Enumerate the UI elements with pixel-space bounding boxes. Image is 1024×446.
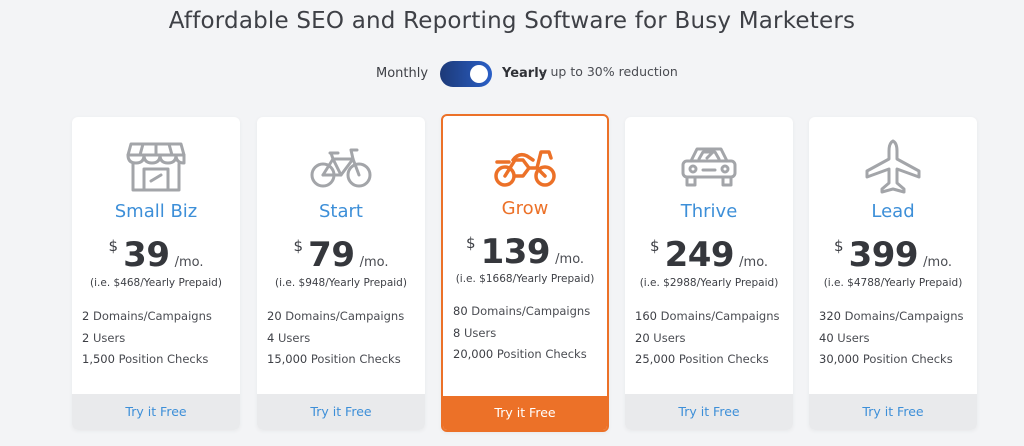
plan-price: $ 399 /mo. [809,235,977,275]
feature-list: 2 Domains/Campaigns 2 Users 1,500 Positi… [82,306,212,371]
toggle-knob [470,65,488,83]
feature-domains: 160 Domains/Campaigns [635,309,780,323]
plan-card-grow: Grow $ 139 /mo. (i.e. $1668/Yearly Prepa… [441,114,609,432]
price-period: /mo. [739,255,769,270]
monthly-label[interactable]: Monthly [376,66,429,81]
try-it-free-button[interactable]: Try it Free [625,394,793,430]
price-period: /mo. [359,255,389,270]
reduction-note: - up to 30% reduction [542,64,678,79]
feature-users: 40 Users [819,330,870,345]
prepaid-note: (i.e. $468/Yearly Prepaid) [90,277,222,289]
feature-list: 320 Domains/Campaigns 40 Users 30,000 Po… [819,306,964,371]
currency-symbol: $ [293,237,304,255]
feature-list: 160 Domains/Campaigns 20 Users 25,000 Po… [635,306,780,371]
feature-list: 80 Domains/Campaigns 8 Users 20,000 Posi… [453,301,590,366]
plan-card-lead: Lead $ 399 /mo. (i.e. $4788/Yearly Prepa… [809,117,977,430]
plan-price: $ 79 /mo. [257,235,425,275]
try-it-free-button[interactable]: Try it Free [257,394,425,430]
price-amount: 139 [480,232,551,272]
feature-domains: 320 Domains/Campaigns [819,309,964,323]
feature-users: 2 Users [82,330,126,345]
feature-domains: 2 Domains/Campaigns [82,309,212,323]
feature-position-checks: 25,000 Position Checks [635,352,769,366]
currency-symbol: $ [465,234,476,252]
currency-symbol: $ [833,237,844,255]
yearly-label[interactable]: Yearly [502,66,548,81]
price-period: /mo. [174,255,204,270]
car-icon [677,139,741,195]
prepaid-note: (i.e. $2988/Yearly Prepaid) [639,277,779,289]
price-period: /mo. [555,252,585,267]
price-amount: 79 [308,235,355,275]
plan-price: $ 249 /mo. [625,235,793,275]
plan-name: Thrive [680,201,738,222]
feature-position-checks: 30,000 Position Checks [819,352,953,366]
prepaid-note: (i.e. $4788/Yearly Prepaid) [823,277,963,289]
feature-position-checks: 20,000 Position Checks [453,347,587,361]
plan-name: Lead [871,201,915,222]
feature-users: 20 Users [635,330,686,345]
plan-name: Small Biz [114,201,198,222]
feature-users: 8 Users [453,325,497,340]
plan-card-start: Start $ 79 /mo. (i.e. $948/Yearly Prepai… [257,117,425,430]
plan-price: $ 139 /mo. [443,232,607,272]
plan-price: $ 39 /mo. [72,235,240,275]
page-title: Affordable SEO and Reporting Software fo… [168,8,856,34]
price-amount: 399 [848,235,919,275]
feature-position-checks: 1,500 Position Checks [82,352,209,366]
feature-users: 4 Users [267,330,311,345]
billing-toggle[interactable] [440,61,492,87]
price-period: /mo. [923,255,953,270]
prepaid-note: (i.e. $948/Yearly Prepaid) [275,277,407,289]
price-amount: 249 [664,235,735,275]
feature-position-checks: 15,000 Position Checks [267,352,401,366]
plan-name: Grow [501,198,549,219]
try-it-free-button[interactable]: Try it Free [72,394,240,430]
currency-symbol: $ [108,237,119,255]
storefront-icon [124,139,188,195]
feature-domains: 20 Domains/Campaigns [267,309,405,323]
try-it-free-button[interactable]: Try it Free [809,394,977,430]
motorcycle-icon [493,138,557,194]
plan-card-small-biz: Small Biz $ 39 /mo. (i.e. $468/Yearly Pr… [72,117,240,430]
prepaid-note: (i.e. $1668/Yearly Prepaid) [455,273,595,285]
plan-name: Start [319,201,363,222]
try-it-free-button[interactable]: Try it Free [443,396,607,430]
price-amount: 39 [123,235,170,275]
feature-domains: 80 Domains/Campaigns [453,304,591,318]
billing-period-switch: Monthly Yearly - up to 30% reduction [0,60,1024,88]
plan-card-thrive: Thrive $ 249 /mo. (i.e. $2988/Yearly Pre… [625,117,793,430]
feature-list: 20 Domains/Campaigns 4 Users 15,000 Posi… [267,306,404,371]
bicycle-icon [309,139,373,195]
airplane-icon [861,139,925,195]
currency-symbol: $ [649,237,660,255]
